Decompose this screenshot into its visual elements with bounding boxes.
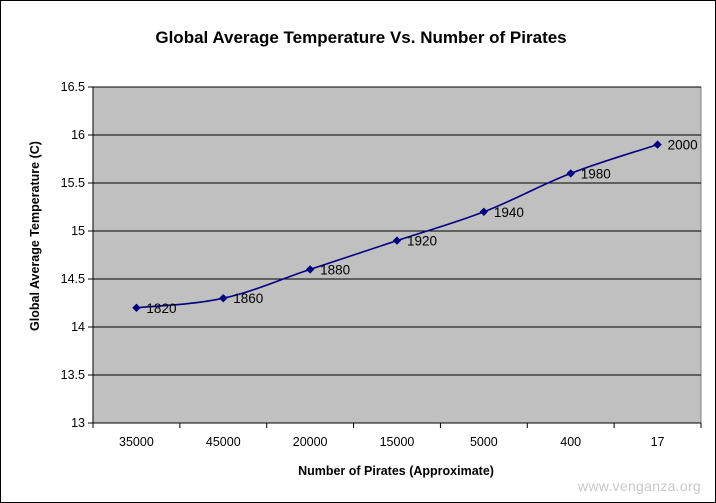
data-point-marker (132, 303, 141, 312)
data-point-marker (566, 169, 575, 178)
x-tick-label: 20000 (293, 435, 328, 449)
x-tick-label: 15000 (380, 435, 415, 449)
data-point-label: 1920 (407, 234, 437, 249)
x-tick-label: 35000 (119, 435, 154, 449)
y-tick-label: 15 (71, 224, 85, 238)
y-axis-label: Global Average Temperature (C) (28, 141, 42, 331)
x-tick-label: 5000 (470, 435, 498, 449)
watermark: www.venganza.org (577, 478, 701, 494)
y-axis-ticks: 13 13.5 14 14.5 15 15.5 16 16.5 (61, 80, 94, 430)
data-point-label: 1820 (146, 301, 176, 316)
data-point-marker (305, 265, 315, 274)
data-point-label: 1980 (581, 166, 611, 181)
data-point-marker (392, 236, 402, 245)
y-tick-label: 14.5 (61, 272, 85, 286)
y-tick-label: 15.5 (61, 176, 85, 190)
x-tick-label: 400 (560, 435, 581, 449)
y-tick-label: 13 (71, 416, 85, 430)
data-point-label: 1860 (233, 291, 263, 306)
data-point-label: 2000 (668, 138, 698, 153)
data-point-label: 1940 (494, 205, 524, 220)
data-point-marker (479, 207, 489, 216)
y-tick-label: 16.5 (61, 80, 85, 94)
data-point-label: 1880 (320, 262, 350, 277)
x-tick-label: 45000 (206, 435, 241, 449)
x-axis-label: Number of Pirates (Approximate) (298, 464, 494, 478)
data-point-marker (219, 294, 228, 303)
x-axis-ticks: 35000 45000 20000 15000 5000 400 17 (92, 422, 702, 449)
data-point-marker (653, 140, 662, 149)
plot-area (92, 86, 702, 424)
y-tick-label: 14 (71, 320, 85, 334)
chart-title: Global Average Temperature Vs. Number of… (155, 28, 566, 47)
x-tick-label: 17 (651, 435, 665, 449)
y-tick-label: 16 (71, 128, 85, 142)
series: 1820 1860 1880 1920 1940 1980 2000 (132, 138, 698, 316)
grid-lines (93, 86, 701, 424)
y-tick-label: 13.5 (61, 368, 85, 382)
